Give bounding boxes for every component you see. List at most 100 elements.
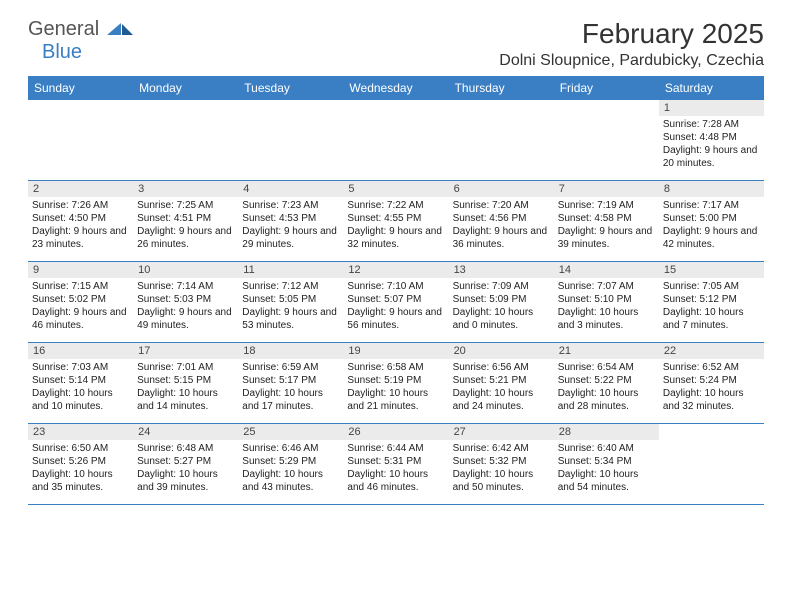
sunset-line: Sunset: 5:24 PM <box>663 374 760 387</box>
daylight-line: Daylight: 9 hours and 36 minutes. <box>453 225 550 251</box>
header: General Blue February 2025 Dolni Sloupni… <box>28 18 764 70</box>
sunrise-line: Sunrise: 7:23 AM <box>242 199 339 212</box>
day-number: 13 <box>449 262 554 278</box>
day-cell: 24Sunrise: 6:48 AMSunset: 5:27 PMDayligh… <box>133 424 238 504</box>
sunrise-line: Sunrise: 6:59 AM <box>242 361 339 374</box>
sunset-line: Sunset: 5:02 PM <box>32 293 129 306</box>
sunrise-line: Sunrise: 7:17 AM <box>663 199 760 212</box>
sunset-line: Sunset: 5:17 PM <box>242 374 339 387</box>
day-cell: 27Sunrise: 6:42 AMSunset: 5:32 PMDayligh… <box>449 424 554 504</box>
sunrise-line: Sunrise: 7:07 AM <box>558 280 655 293</box>
daylight-line: Daylight: 9 hours and 23 minutes. <box>32 225 129 251</box>
day-body: Sunrise: 7:19 AMSunset: 4:58 PMDaylight:… <box>554 197 659 255</box>
day-number: 15 <box>659 262 764 278</box>
sunrise-line: Sunrise: 6:42 AM <box>453 442 550 455</box>
day-body: Sunrise: 6:48 AMSunset: 5:27 PMDaylight:… <box>133 440 238 498</box>
daylight-line: Daylight: 10 hours and 10 minutes. <box>32 387 129 413</box>
location-subtitle: Dolni Sloupnice, Pardubicky, Czechia <box>499 52 764 70</box>
sunset-line: Sunset: 4:51 PM <box>137 212 234 225</box>
day-number: 9 <box>28 262 133 278</box>
sunrise-line: Sunrise: 7:05 AM <box>663 280 760 293</box>
day-body: Sunrise: 7:23 AMSunset: 4:53 PMDaylight:… <box>238 197 343 255</box>
empty-day-cell <box>238 100 343 180</box>
day-body: Sunrise: 6:50 AMSunset: 5:26 PMDaylight:… <box>28 440 133 498</box>
daylight-line: Daylight: 9 hours and 46 minutes. <box>32 306 129 332</box>
sunrise-line: Sunrise: 7:10 AM <box>347 280 444 293</box>
week-row: 16Sunrise: 7:03 AMSunset: 5:14 PMDayligh… <box>28 342 764 423</box>
sunrise-line: Sunrise: 7:20 AM <box>453 199 550 212</box>
day-number: 3 <box>133 181 238 197</box>
page-title: February 2025 <box>499 18 764 50</box>
day-number: 25 <box>238 424 343 440</box>
daylight-line: Daylight: 10 hours and 32 minutes. <box>663 387 760 413</box>
daylight-line: Daylight: 10 hours and 43 minutes. <box>242 468 339 494</box>
sunset-line: Sunset: 5:05 PM <box>242 293 339 306</box>
sunset-line: Sunset: 5:22 PM <box>558 374 655 387</box>
daylight-line: Daylight: 10 hours and 54 minutes. <box>558 468 655 494</box>
day-cell: 26Sunrise: 6:44 AMSunset: 5:31 PMDayligh… <box>343 424 448 504</box>
sunrise-line: Sunrise: 6:52 AM <box>663 361 760 374</box>
daylight-line: Daylight: 10 hours and 14 minutes. <box>137 387 234 413</box>
day-cell: 9Sunrise: 7:15 AMSunset: 5:02 PMDaylight… <box>28 262 133 342</box>
logo: General Blue <box>28 18 133 64</box>
sunrise-line: Sunrise: 6:40 AM <box>558 442 655 455</box>
sunset-line: Sunset: 5:27 PM <box>137 455 234 468</box>
sunset-line: Sunset: 5:26 PM <box>32 455 129 468</box>
day-number: 17 <box>133 343 238 359</box>
day-body: Sunrise: 6:52 AMSunset: 5:24 PMDaylight:… <box>659 359 764 417</box>
empty-day-cell <box>659 424 764 504</box>
day-cell: 5Sunrise: 7:22 AMSunset: 4:55 PMDaylight… <box>343 181 448 261</box>
daylight-line: Daylight: 9 hours and 32 minutes. <box>347 225 444 251</box>
day-number: 12 <box>343 262 448 278</box>
empty-day-cell <box>343 100 448 180</box>
day-cell: 28Sunrise: 6:40 AMSunset: 5:34 PMDayligh… <box>554 424 659 504</box>
day-cell: 23Sunrise: 6:50 AMSunset: 5:26 PMDayligh… <box>28 424 133 504</box>
dow-header-cell: Tuesday <box>238 77 343 99</box>
day-cell: 17Sunrise: 7:01 AMSunset: 5:15 PMDayligh… <box>133 343 238 423</box>
day-number: 4 <box>238 181 343 197</box>
daylight-line: Daylight: 9 hours and 53 minutes. <box>242 306 339 332</box>
day-body: Sunrise: 7:10 AMSunset: 5:07 PMDaylight:… <box>343 278 448 336</box>
logo-word1: General <box>28 18 99 40</box>
day-body: Sunrise: 6:56 AMSunset: 5:21 PMDaylight:… <box>449 359 554 417</box>
sunrise-line: Sunrise: 6:56 AM <box>453 361 550 374</box>
day-cell: 8 Sunrise: 7:17 AMSunset: 5:00 PMDaylight… <box>659 181 764 261</box>
day-cell: 22Sunrise: 6:52 AMSunset: 5:24 PMDayligh… <box>659 343 764 423</box>
day-body: Sunrise: 7:28 AMSunset: 4:48 PMDaylight:… <box>659 116 764 174</box>
day-body: Sunrise: 7:07 AMSunset: 5:10 PMDaylight:… <box>554 278 659 336</box>
sunrise-line: Sunrise: 7:25 AM <box>137 199 234 212</box>
sunset-line: Sunset: 5:00 PM <box>663 212 760 225</box>
sunrise-line: Sunrise: 6:46 AM <box>242 442 339 455</box>
daylight-line: Daylight: 9 hours and 42 minutes. <box>663 225 760 251</box>
sunset-line: Sunset: 5:09 PM <box>453 293 550 306</box>
sunset-line: Sunset: 5:03 PM <box>137 293 234 306</box>
sunset-line: Sunset: 4:53 PM <box>242 212 339 225</box>
sunrise-line: Sunrise: 6:48 AM <box>137 442 234 455</box>
sunrise-line: Sunrise: 7:12 AM <box>242 280 339 293</box>
day-body: Sunrise: 6:58 AMSunset: 5:19 PMDaylight:… <box>343 359 448 417</box>
day-number: 14 <box>554 262 659 278</box>
sunrise-line: Sunrise: 6:50 AM <box>32 442 129 455</box>
day-number: 8 <box>659 181 764 197</box>
dow-header-cell: Thursday <box>449 77 554 99</box>
day-body: Sunrise: 7:15 AMSunset: 5:02 PMDaylight:… <box>28 278 133 336</box>
day-cell: 1Sunrise: 7:28 AMSunset: 4:48 PMDaylight… <box>659 100 764 180</box>
daylight-line: Daylight: 9 hours and 26 minutes. <box>137 225 234 251</box>
day-cell: 4Sunrise: 7:23 AMSunset: 4:53 PMDaylight… <box>238 181 343 261</box>
daylight-line: Daylight: 9 hours and 29 minutes. <box>242 225 339 251</box>
logo-word2: Blue <box>42 41 82 64</box>
logo-mark-icon <box>107 18 133 41</box>
week-row: 23Sunrise: 6:50 AMSunset: 5:26 PMDayligh… <box>28 423 764 505</box>
daylight-line: Daylight: 10 hours and 35 minutes. <box>32 468 129 494</box>
dow-header-cell: Friday <box>554 77 659 99</box>
sunset-line: Sunset: 4:56 PM <box>453 212 550 225</box>
day-cell: 6Sunrise: 7:20 AMSunset: 4:56 PMDaylight… <box>449 181 554 261</box>
sunset-line: Sunset: 5:19 PM <box>347 374 444 387</box>
day-body: Sunrise: 7:12 AMSunset: 5:05 PMDaylight:… <box>238 278 343 336</box>
day-body: Sunrise: 6:46 AMSunset: 5:29 PMDaylight:… <box>238 440 343 498</box>
sunrise-line: Sunrise: 6:44 AM <box>347 442 444 455</box>
empty-day-cell <box>554 100 659 180</box>
day-number: 10 <box>133 262 238 278</box>
day-body: Sunrise: 7:09 AMSunset: 5:09 PMDaylight:… <box>449 278 554 336</box>
sunrise-line: Sunrise: 7:03 AM <box>32 361 129 374</box>
